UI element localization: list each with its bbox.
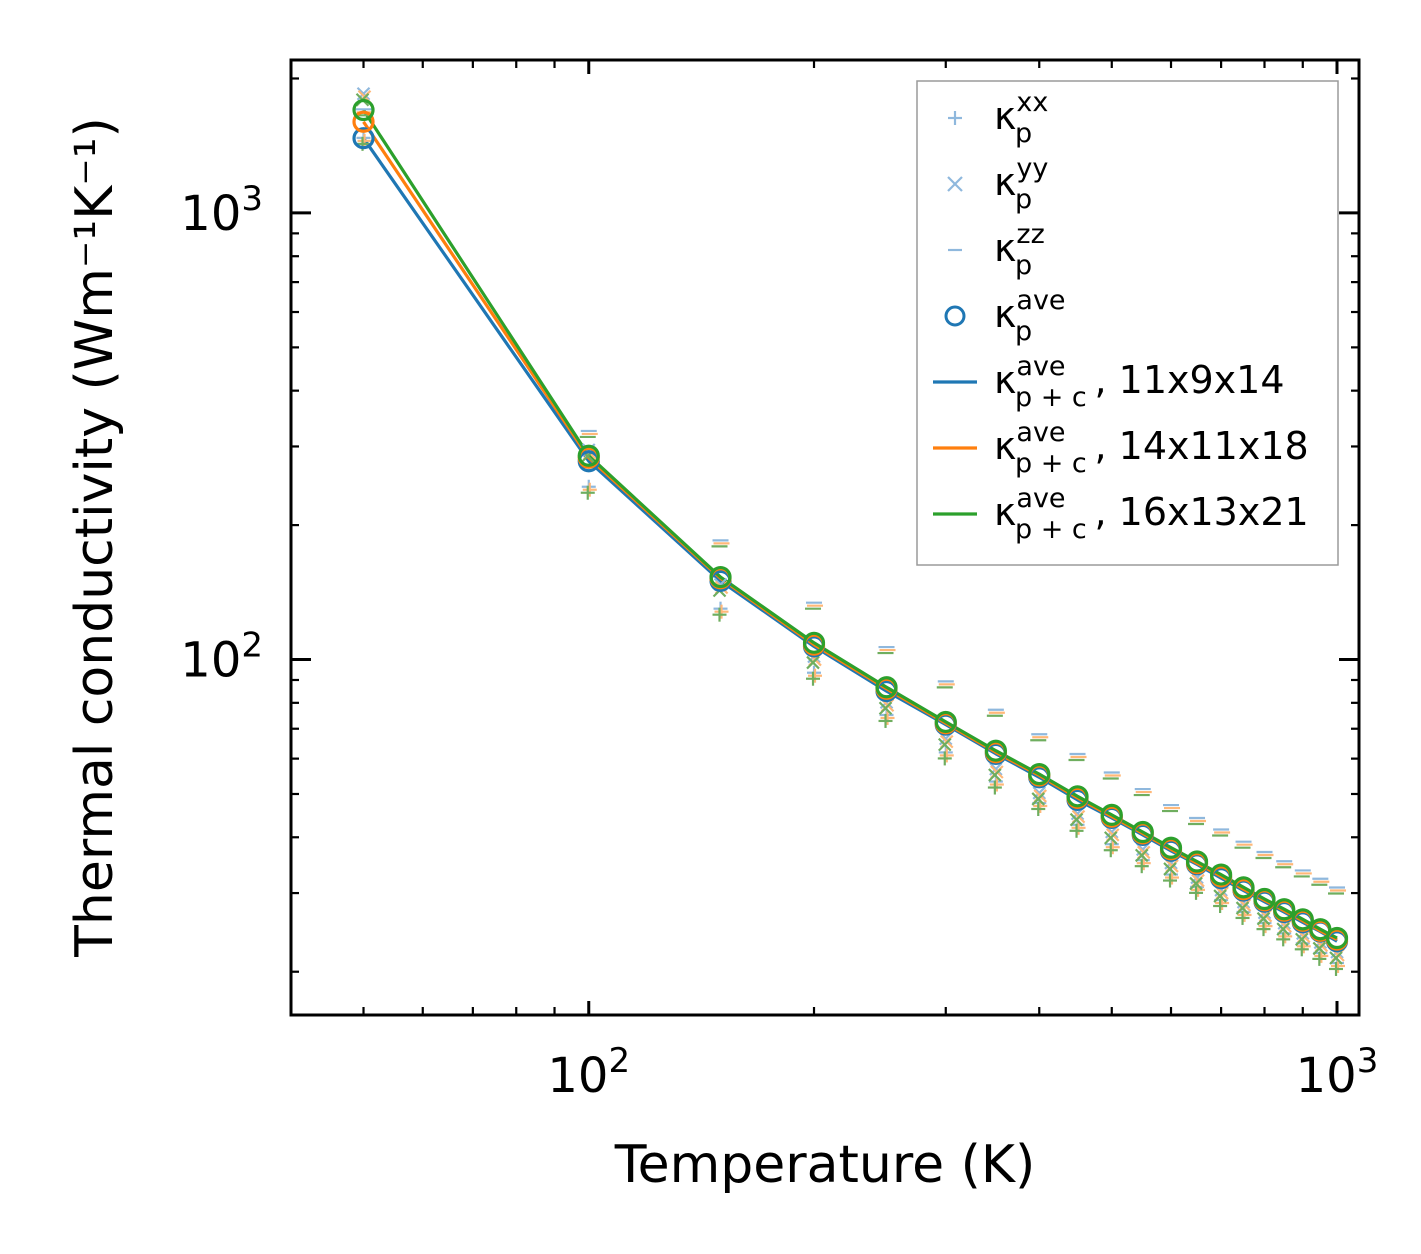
marker-yy	[1069, 812, 1084, 827]
legend-label: κave p + c, 11x9x14	[994, 351, 1285, 413]
marker-ave-16x13x21	[1028, 762, 1051, 786]
marker-yy	[1276, 922, 1290, 936]
marker-xx	[987, 780, 1002, 795]
x-tick-label: 103	[1296, 1041, 1379, 1104]
marker-ave-14x11x18	[352, 110, 375, 133]
marker-yy	[937, 737, 952, 752]
legend-marker-plus	[948, 111, 962, 125]
marker-xx	[937, 751, 952, 766]
marker-ave-16x13x21	[1131, 820, 1154, 844]
legend-label: κave p + c, 16x13x21	[994, 483, 1309, 545]
marker-xx	[989, 777, 1004, 792]
plot-frame	[289, 58, 1361, 1017]
marker-xx	[1069, 823, 1084, 838]
legend-marker-circle	[944, 305, 966, 327]
marker-yy	[1103, 831, 1118, 845]
marker-ave-16x13x21	[1325, 926, 1349, 950]
marker-ave-16x13x21	[1291, 908, 1314, 931]
marker-ave-16x13x21	[577, 444, 600, 467]
marker-ave-16x13x21	[1159, 836, 1183, 859]
marker-ave-16x13x21	[1185, 850, 1209, 873]
marker-xx	[1276, 932, 1291, 947]
marker-yy	[1312, 941, 1327, 956]
marker-xx	[580, 485, 595, 500]
marker-xx	[1312, 951, 1327, 966]
marker-yy	[1031, 792, 1046, 806]
marker-xx	[1235, 910, 1250, 925]
marker-xx	[1134, 859, 1149, 874]
marker-xx	[1165, 870, 1180, 885]
marker-xx	[714, 604, 729, 619]
marker-xx	[808, 668, 823, 683]
axis-ticks: 102 103 102 103	[180, 60, 1378, 1104]
marker-yy	[1134, 848, 1149, 863]
series-markers	[352, 87, 1349, 976]
marker-xx	[806, 671, 821, 686]
marker-xx	[1329, 961, 1344, 976]
marker-yy	[1189, 876, 1203, 891]
marker-ave-16x13x21	[875, 676, 898, 699]
marker-ave-16x13x21	[1253, 887, 1276, 911]
y-axis-label: Thermal conductivity (Wm⁻¹K⁻¹)	[65, 117, 125, 958]
marker-yy	[1329, 951, 1343, 965]
legend-label: κave p + c, 14x11x18	[994, 417, 1309, 479]
legend-label: κyy p	[994, 153, 1048, 215]
marker-xx	[1163, 873, 1178, 888]
legend-box	[916, 80, 1339, 566]
marker-xx	[582, 482, 597, 497]
legend-label: κave p	[994, 285, 1066, 347]
x-tick-label: 102	[547, 1041, 630, 1104]
marker-ave-16x13x21	[802, 631, 826, 654]
marker-yy	[1256, 911, 1271, 926]
marker-yy	[806, 655, 820, 670]
legend-label: κzz p	[994, 219, 1045, 281]
y-tick-label: 102	[180, 626, 263, 689]
marker-yy	[1163, 862, 1177, 876]
marker-ave-16x13x21	[1232, 876, 1255, 899]
marker-xx	[939, 748, 954, 763]
marker-ave-16x13x21	[352, 98, 375, 122]
legend-marker-x	[947, 176, 963, 192]
marker-ave-16x13x21	[1273, 898, 1296, 921]
marker-yy	[1235, 901, 1250, 915]
marker-ave-16x13x21	[1210, 863, 1233, 886]
marker-ave-16x13x21	[709, 565, 732, 589]
marker-xx	[1105, 840, 1120, 855]
marker-ave-16x13x21	[1309, 918, 1332, 941]
marker-ave-11x9x14	[352, 127, 375, 150]
marker-ave-16x13x21	[984, 739, 1007, 762]
marker-ave-16x13x21	[1066, 785, 1089, 808]
marker-xx	[1213, 899, 1228, 914]
marker-xx	[878, 713, 893, 728]
marker-yy	[988, 768, 1002, 782]
marker-xx	[357, 133, 372, 148]
marker-xx	[1256, 922, 1271, 937]
x-axis-label: Temperature (K)	[614, 1135, 1036, 1195]
legend-label: κxx p	[994, 87, 1048, 149]
marker-xx	[1031, 801, 1046, 816]
marker-yy	[1294, 932, 1309, 947]
marker-xx	[880, 710, 895, 725]
y-tick-label: 103	[180, 179, 263, 242]
marker-yy	[1213, 889, 1227, 903]
marker-ave-16x13x21	[934, 710, 957, 734]
series-lines	[362, 109, 1338, 943]
marker-xx	[712, 607, 727, 622]
marker-yy	[878, 701, 893, 716]
marker-ave-16x13x21	[1100, 803, 1123, 826]
series-line-16x13x21	[362, 109, 1338, 940]
marker-xx	[1189, 885, 1204, 900]
marker-xx	[1294, 942, 1309, 957]
marker-xx	[1103, 843, 1118, 858]
